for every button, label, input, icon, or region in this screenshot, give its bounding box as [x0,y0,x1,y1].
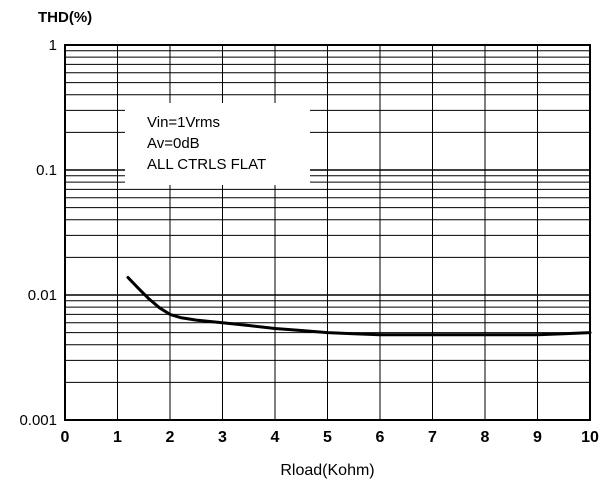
annotation-text: Vin=1Vrms [147,114,220,131]
annotation-background [125,103,310,185]
x-tick-label: 7 [428,429,437,446]
y-tick-label: 1 [49,37,57,54]
y-tick-label: 0.1 [36,162,57,179]
y-tick-label: 0.001 [19,412,57,429]
annotation-text: ALL CTRLS FLAT [147,156,266,173]
x-tick-label: 2 [166,429,175,446]
x-tick-label: 8 [481,429,490,446]
annotation-text: Av=0dB [147,135,200,152]
x-tick-label: 9 [533,429,542,446]
annotation-box: Vin=1Vrms Av=0dB ALL CTRLS FLAT [125,103,310,185]
series-line-0 [126,276,592,337]
x-tick-label: 5 [323,429,332,446]
grid-lines [65,45,590,420]
x-tick-label: 10 [581,429,599,446]
x-tick-label: 3 [218,429,227,446]
y-axis-title: THD(%) [38,9,92,26]
plot-border [64,44,591,421]
series-layer [126,276,592,337]
axis-labels: 0 1 2 3 4 5 6 7 8 9 10 1 0.1 0.01 0.001 THD(%) Rload(Koh… [19,9,599,479]
x-tick-label: 0 [61,429,70,446]
x-tick-label: 6 [376,429,385,446]
y-tick-label: 0.01 [28,287,57,304]
x-tick-label: 4 [271,429,280,446]
x-axis-title: Rload(Kohm) [280,462,374,479]
x-tick-label: 1 [113,429,122,446]
plot-frame [64,44,591,421]
